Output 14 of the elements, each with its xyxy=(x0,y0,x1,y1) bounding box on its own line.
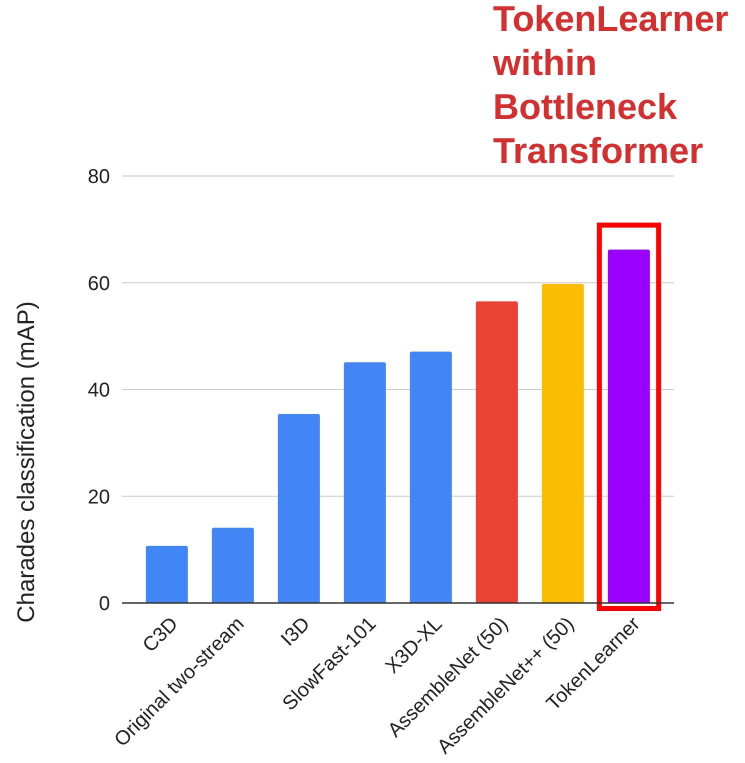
bar xyxy=(212,528,254,603)
bar xyxy=(278,414,320,603)
bar xyxy=(542,284,584,603)
bar xyxy=(344,362,386,603)
y-tick-label: 40 xyxy=(88,380,110,402)
bar xyxy=(410,352,452,603)
band-label: TokenLearner within Bottleneck Transformer xyxy=(493,0,730,173)
y-tick-label: 60 xyxy=(88,272,110,295)
y-axis-title: Charades classification (mAP) xyxy=(12,301,40,623)
bar xyxy=(146,546,188,603)
y-tick-label: 20 xyxy=(88,486,110,508)
y-tick-label: 0 xyxy=(98,593,110,616)
y-tick-label: 80 xyxy=(88,166,110,188)
bar xyxy=(476,301,518,603)
